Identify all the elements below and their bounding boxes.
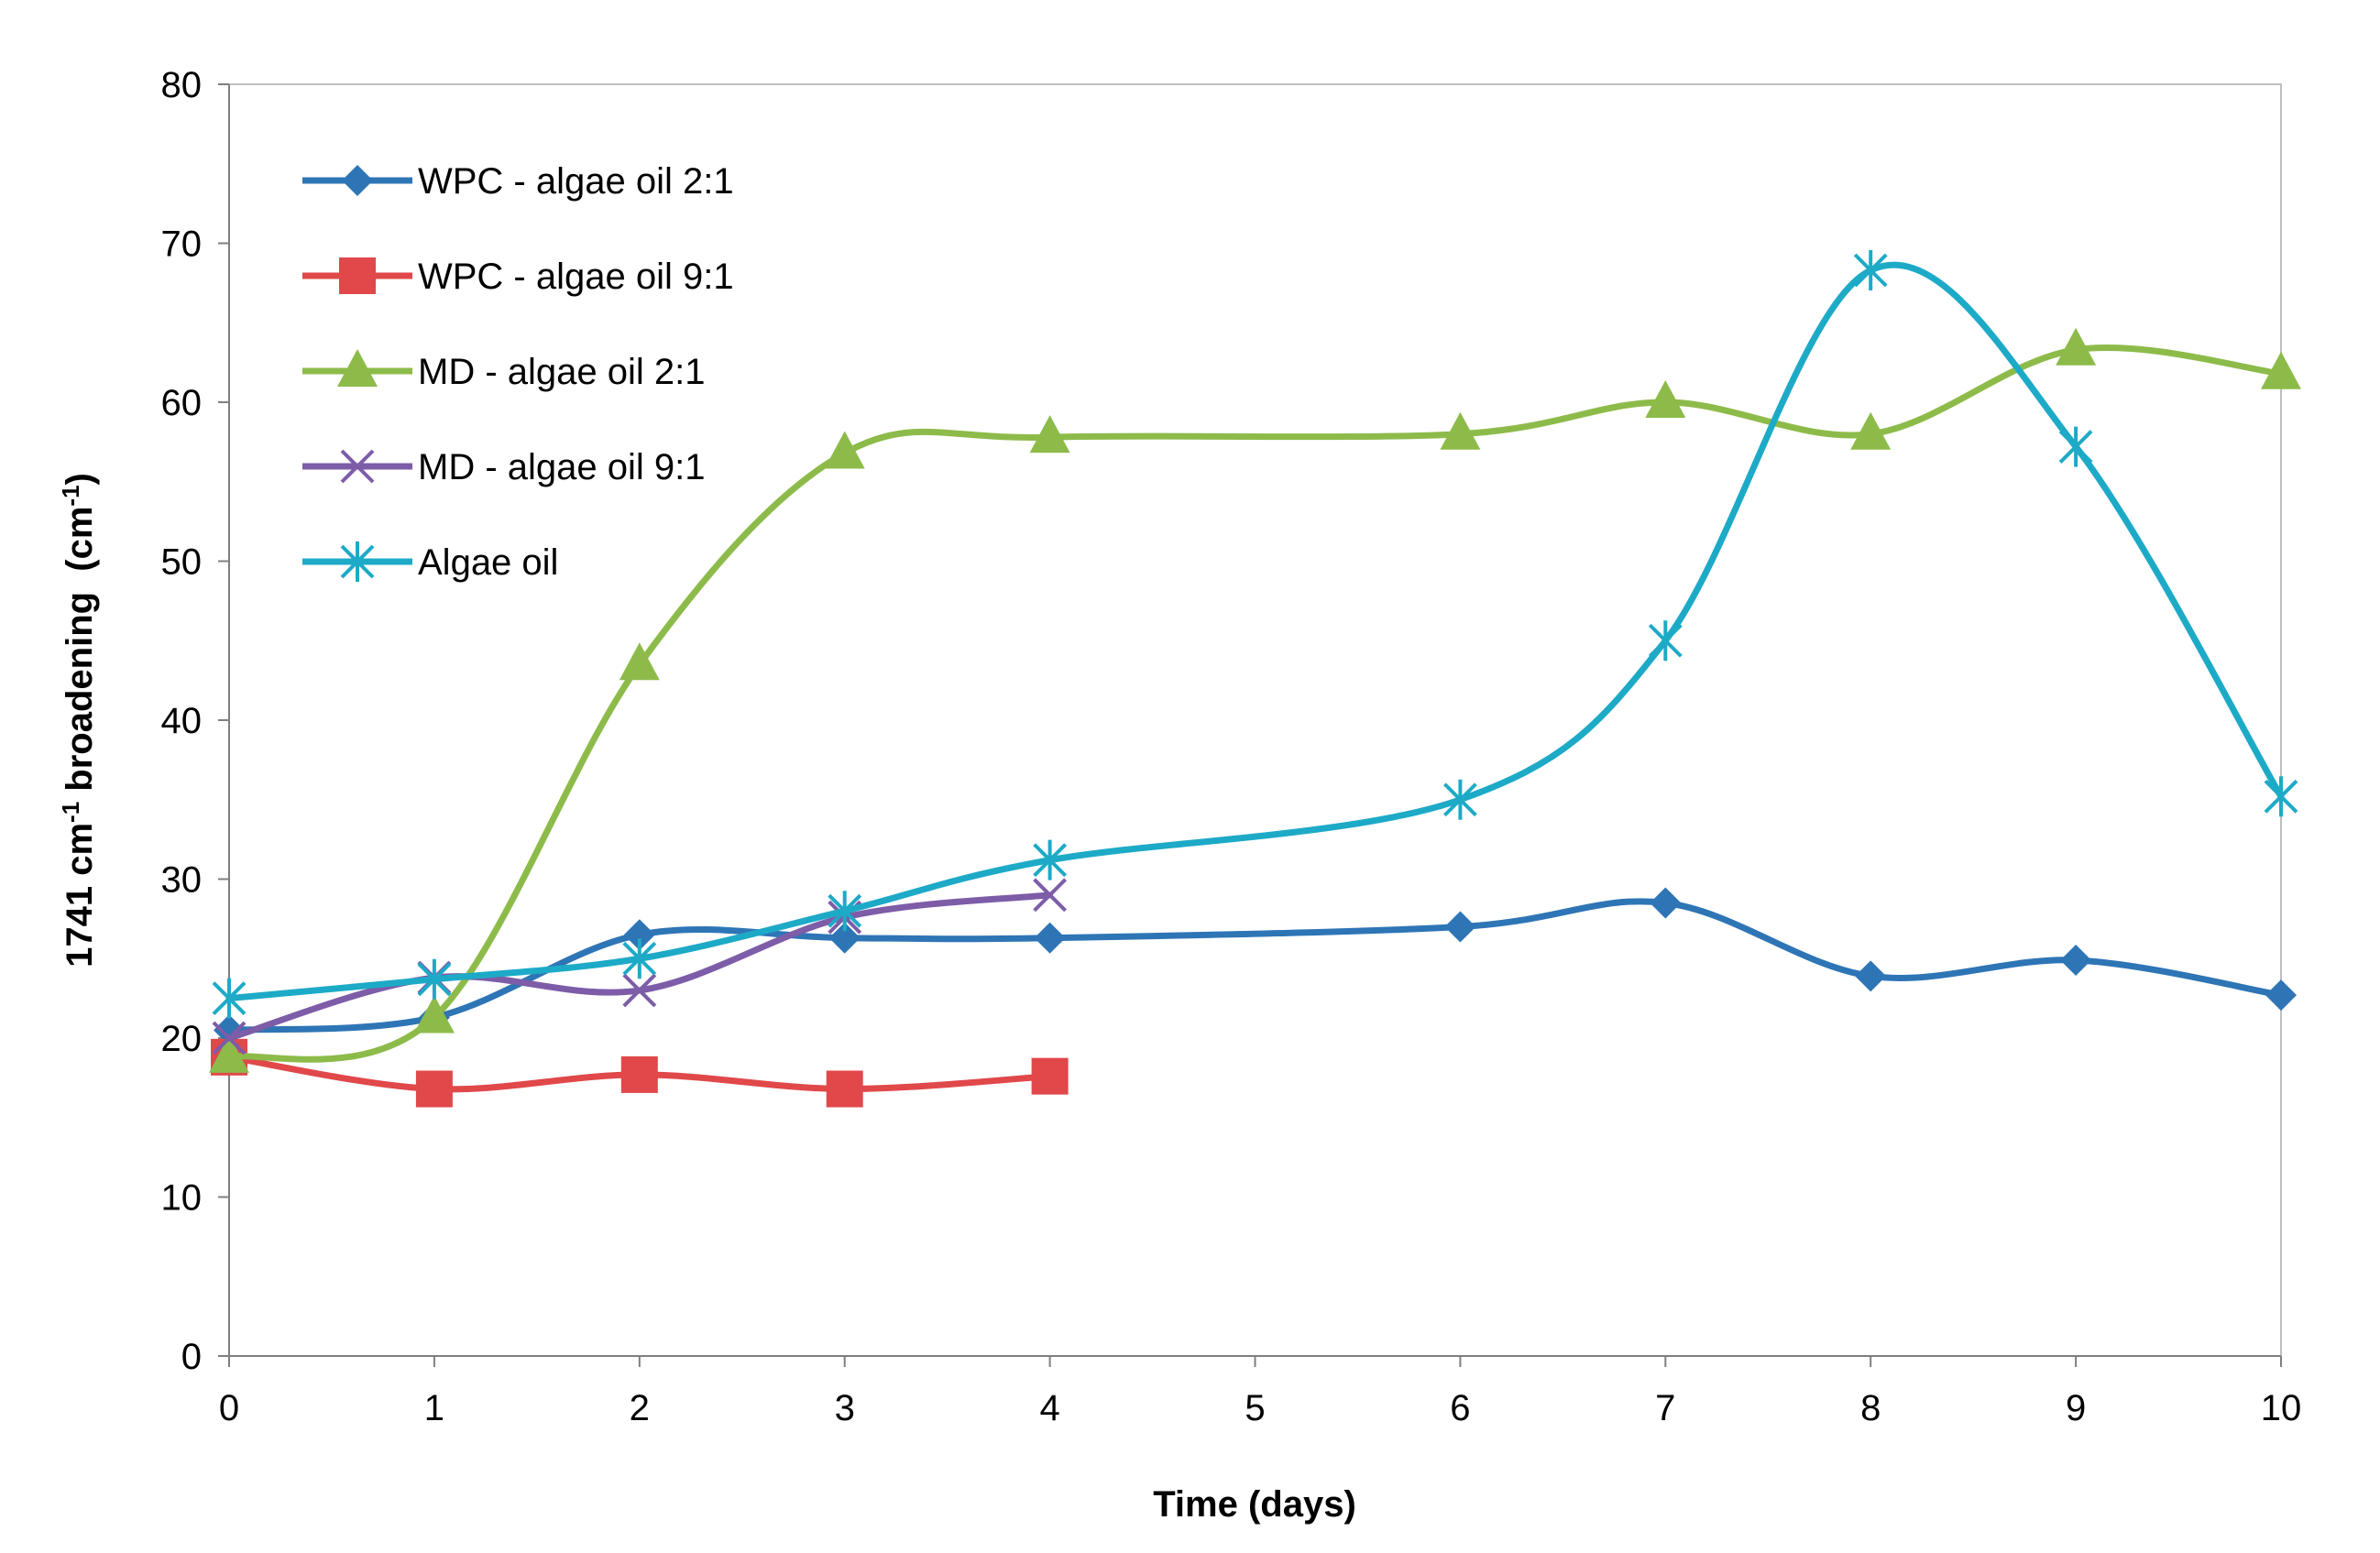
data-point-algae-oil xyxy=(212,978,247,1019)
y-tick-label: 0 xyxy=(181,1337,202,1377)
y-axis-title-sup2: -1 xyxy=(57,485,84,506)
legend-label: Algae oil xyxy=(418,542,558,583)
legend-marker xyxy=(339,257,376,294)
data-point-algae-oil xyxy=(2058,426,2093,467)
data-point-md-algae-oil-2-1 xyxy=(209,1034,249,1073)
y-axis-title-part3: ) xyxy=(60,473,100,485)
x-tick-label: 4 xyxy=(1039,1388,1059,1428)
axes: 0 10 20 30 40 50 60 70 80 0 1 2 3 4 5 6 7 8 9 10 xyxy=(161,65,2302,1428)
y-axis-title-part1: 1741 cm xyxy=(60,823,100,968)
data-point-wpc-algae-oil-2-1 xyxy=(623,919,655,951)
plot-area xyxy=(228,83,2282,1357)
y-tick-label: 10 xyxy=(161,1178,203,1219)
data-point-wpc-algae-oil-2-1 xyxy=(828,922,861,954)
data-point-algae-oil xyxy=(417,958,452,1000)
series-line-algae-oil xyxy=(225,261,2285,1002)
data-point-wpc-algae-oil-2-1 xyxy=(2265,979,2297,1012)
data-point-algae-oil xyxy=(622,938,657,979)
y-axis-title-part2: broadening (cm xyxy=(60,507,100,802)
legend-label: MD - algae oil 9:1 xyxy=(418,447,705,487)
data-point-wpc-algae-oil-9-1 xyxy=(1031,1057,1069,1095)
legend-label: WPC - algae oil 2:1 xyxy=(418,161,734,202)
x-axis-title: Time (days) xyxy=(1153,1484,1356,1525)
y-tick-label: 80 xyxy=(161,65,203,105)
data-point-md-algae-oil-2-1 xyxy=(413,995,455,1034)
data-point-algae-oil xyxy=(1853,249,1888,290)
data-point-md-algae-oil-2-1 xyxy=(2056,327,2097,366)
y-tick-label: 50 xyxy=(161,542,203,583)
legend-item-md-algae-oil-9-1: MD - algae oil 9:1 xyxy=(302,447,705,487)
data-point-md-algae-oil-9-1 xyxy=(212,1021,247,1055)
data-point-md-algae-oil-2-1 xyxy=(1029,415,1070,454)
x-tick-label: 8 xyxy=(1860,1388,1881,1428)
y-tick-label: 30 xyxy=(161,860,203,901)
legend-item-md-algae-oil-2-1: MD - algae oil 2:1 xyxy=(302,349,705,392)
x-tick-label: 2 xyxy=(630,1388,650,1428)
data-point-wpc-algae-oil-2-1 xyxy=(1034,922,1066,954)
series-layer xyxy=(209,249,2301,1108)
y-tick-label: 70 xyxy=(161,224,203,265)
data-point-md-algae-oil-2-1 xyxy=(1440,411,1481,450)
data-point-algae-oil xyxy=(1033,839,1068,880)
legend-label: WPC - algae oil 9:1 xyxy=(418,257,734,297)
y-axis-title: 1741 cm-1 broadening (cm-1) xyxy=(57,473,100,968)
x-tick-label: 5 xyxy=(1245,1388,1265,1428)
x-tick-label: 6 xyxy=(1450,1388,1470,1428)
data-point-algae-oil xyxy=(2264,776,2298,817)
data-point-wpc-algae-oil-2-1 xyxy=(1650,887,1682,919)
data-point-md-algae-oil-2-1 xyxy=(619,642,660,681)
legend-item-wpc-algae-oil-2-1: WPC - algae oil 2:1 xyxy=(302,161,734,202)
data-point-md-algae-oil-9-1 xyxy=(622,973,657,1008)
data-point-md-algae-oil-2-1 xyxy=(2261,351,2301,389)
x-tick-label: 3 xyxy=(835,1388,855,1428)
data-point-md-algae-oil-9-1 xyxy=(1033,878,1068,913)
data-point-wpc-algae-oil-2-1 xyxy=(2060,944,2092,976)
x-tick-label: 0 xyxy=(219,1388,239,1428)
data-point-algae-oil xyxy=(828,891,862,932)
series-wpc-algae-oil-9-1 xyxy=(211,1038,1069,1108)
data-point-algae-oil xyxy=(1442,779,1477,820)
x-tick-label: 9 xyxy=(2066,1388,2086,1428)
data-point-wpc-algae-oil-2-1 xyxy=(1855,960,1887,992)
legend-marker xyxy=(337,349,378,387)
legend: WPC - algae oil 2:1 WPC - algae oil 9:1 MD… xyxy=(302,161,734,583)
legend-marker xyxy=(340,541,375,582)
legend-label: MD - algae oil 2:1 xyxy=(418,352,705,392)
data-point-md-algae-oil-2-1 xyxy=(1645,380,1686,418)
series-line-md-algae-oil-2-1 xyxy=(225,345,2285,1063)
data-point-wpc-algae-oil-9-1 xyxy=(826,1070,863,1108)
y-tick-label: 60 xyxy=(161,383,203,423)
y-axis-title-sup1: -1 xyxy=(57,802,84,823)
y-tick-label: 20 xyxy=(161,1019,203,1059)
series-algae-oil xyxy=(212,249,2298,1019)
data-point-wpc-algae-oil-9-1 xyxy=(620,1055,658,1093)
legend-marker xyxy=(340,449,375,484)
data-point-md-algae-oil-2-1 xyxy=(824,431,865,469)
data-point-wpc-algae-oil-9-1 xyxy=(415,1070,453,1108)
series-md-algae-oil-2-1 xyxy=(209,327,2301,1073)
x-tick-label: 7 xyxy=(1655,1388,1675,1428)
legend-item-wpc-algae-oil-9-1: WPC - algae oil 9:1 xyxy=(302,257,734,297)
y-tick-label: 40 xyxy=(161,701,203,741)
legend-marker xyxy=(342,165,373,196)
x-tick-label: 10 xyxy=(2261,1388,2302,1428)
data-point-algae-oil xyxy=(1648,620,1683,662)
data-point-wpc-algae-oil-2-1 xyxy=(1444,911,1476,943)
x-tick-label: 1 xyxy=(424,1388,444,1428)
data-point-md-algae-oil-2-1 xyxy=(1850,411,1892,450)
legend-item-algae-oil: Algae oil xyxy=(302,541,558,583)
